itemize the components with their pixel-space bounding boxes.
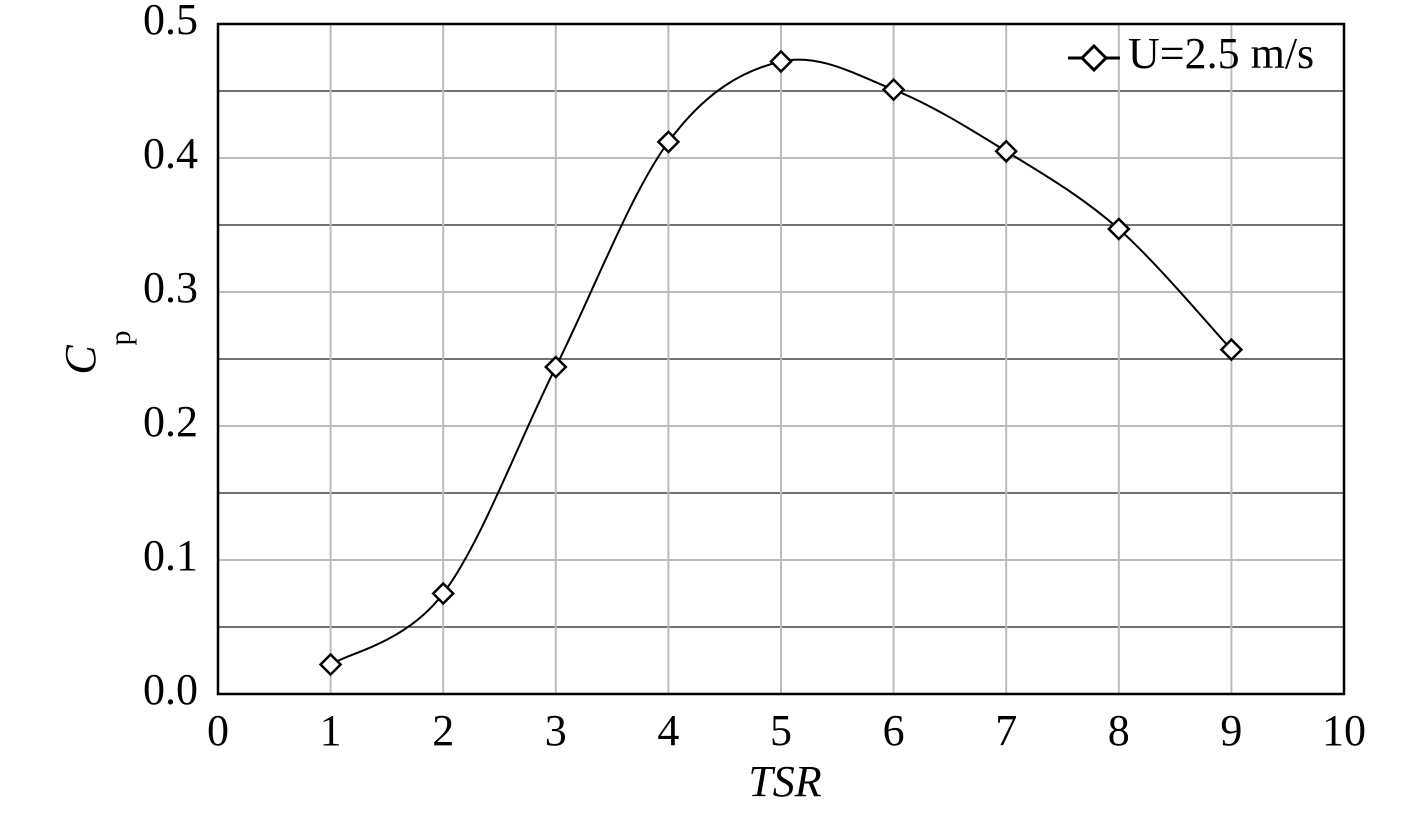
plot-frame: [216, 22, 1346, 696]
x-tick-label: 5: [770, 706, 792, 755]
series-line: [330, 58, 1233, 666]
x-tick-label: 0: [207, 706, 229, 755]
data-marker: [1107, 217, 1131, 241]
y-tick-label: 0.3: [143, 263, 198, 312]
legend-marker: [1079, 43, 1109, 73]
y-axis-title-group: C p: [56, 331, 137, 375]
x-tick-label: 3: [545, 706, 567, 755]
y-tick-label: 0.4: [143, 129, 198, 178]
data-marker: [881, 77, 906, 102]
data-marker: [318, 652, 343, 677]
x-tick-label: 2: [432, 706, 454, 755]
y-tick-label: 0.5: [143, 0, 198, 44]
data-marker: [769, 49, 793, 74]
data-marker: [994, 139, 1018, 164]
x-axis-title: TSR: [748, 757, 821, 806]
y-tick-label: 0.1: [143, 531, 198, 580]
x-tick-label: 9: [1220, 706, 1242, 755]
y-axis-title: C: [56, 345, 105, 375]
data-marker: [656, 130, 681, 154]
data-marker: [1219, 337, 1244, 362]
legend-item: U=2.5 m/s: [1068, 29, 1314, 78]
y-axis-title-sub: p: [104, 331, 137, 346]
legend-label: U=2.5 m/s: [1128, 29, 1314, 78]
data-marker: [431, 581, 455, 606]
x-tick-label: 6: [883, 706, 905, 755]
y-tick-label: 0.2: [143, 397, 198, 446]
x-tick-label: 8: [1108, 706, 1130, 755]
y-tick-label: 0.0: [143, 665, 198, 714]
x-tick-label: 10: [1322, 706, 1366, 755]
x-tick-label: 1: [320, 706, 342, 755]
data-marker: [544, 355, 568, 379]
x-tick-label: 4: [657, 706, 679, 755]
x-tick-label: 7: [995, 706, 1017, 755]
